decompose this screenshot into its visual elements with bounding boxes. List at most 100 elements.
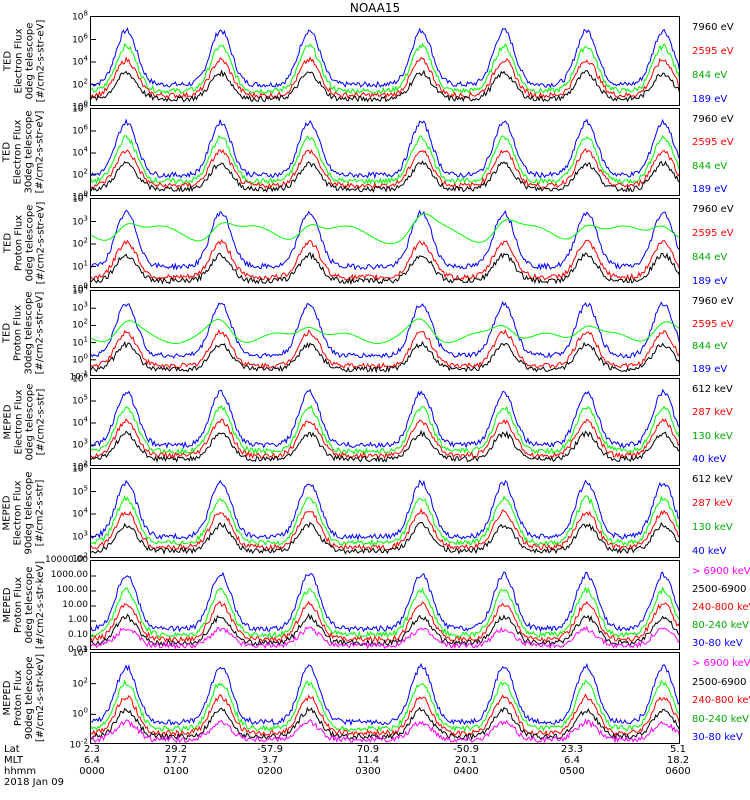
axis-value: 0200 <box>257 766 283 777</box>
legend-entry: 287 keV <box>692 498 733 509</box>
axis-value: 5.1 <box>670 744 686 755</box>
panel-ylabel: TED Electron Flux 0deg telescope [#/cm2-s-s… <box>0 16 48 106</box>
axis-row: hhmm 0000 0100 0200 0300 0400 0500 0600 <box>0 766 750 777</box>
axis-value: 0400 <box>453 766 479 777</box>
axis-value: -57.9 <box>257 744 283 755</box>
tick-label: 105 <box>72 393 88 407</box>
panel-legend: 7960 eV 2595 eV 844 eV 189 eV <box>692 198 750 288</box>
panel-ticks: 10000.00 1000.00 100.00 10.00 1.00 0.10 0.01 <box>45 555 88 655</box>
panel-ylabel: MEPED Electron Flux 90deg telescope [#/cm2-… <box>0 468 48 558</box>
flux-plot <box>91 27 679 103</box>
series-green-line <box>91 679 679 733</box>
ylabel-line: [#/cm2-s-str-eV] <box>35 19 47 103</box>
legend-entry: 40 keV <box>692 454 727 465</box>
flux-panel <box>90 652 680 744</box>
ylabel-line: Electron Flux <box>13 119 24 185</box>
tick-label: 103 <box>72 529 88 542</box>
legend-entry: 7960 eV <box>692 22 734 33</box>
series-red-line <box>91 147 679 190</box>
panel-ticks: 104 103 102 101 100 <box>50 192 88 295</box>
legend-entry: 844 eV <box>692 70 728 81</box>
panel-legend: > 6900 keV 2500-6900 240-800 keV 80-240 keV… <box>692 560 750 650</box>
tick-label: 106 <box>72 123 88 137</box>
axis-value: 2.3 <box>84 744 100 755</box>
axis-value: 18.2 <box>666 755 690 766</box>
ylabel-line: [#/cm2-s-str-eV] <box>35 110 46 194</box>
tick-label: 104 <box>72 645 88 659</box>
flux-panel <box>90 290 680 376</box>
axis-value: 17.7 <box>164 755 188 766</box>
series-red-line <box>91 600 679 644</box>
tick-label: 100 <box>72 189 88 203</box>
series-black-line <box>91 521 679 556</box>
panel-ylabel: MEPED Proton Flux 90deg telescope [#/cm2-s-… <box>0 652 48 744</box>
panel-ticks: 108 106 104 102 100 <box>50 10 88 113</box>
legend-entry: > 6900 keV <box>692 566 750 577</box>
legend-entry: 2595 eV <box>692 318 734 330</box>
tick-label: 100 <box>72 706 88 720</box>
ylabel-line: 30deg telescope <box>24 291 35 375</box>
legend-entry: 189 eV <box>692 364 728 375</box>
legend-entry: 80-240 keV <box>692 713 750 725</box>
panel-legend: 612 keV 287 keV 130 keV 40 keV <box>692 468 750 558</box>
flux-panel <box>90 16 680 106</box>
flux-plot <box>91 388 679 464</box>
ylabel-line: [#/cm2-s-str] <box>35 479 46 547</box>
tick-label: 10-1 <box>69 369 88 383</box>
ylabel-line: Electron Flux <box>13 389 24 455</box>
ylabel-line: 30deg telescope <box>24 110 35 194</box>
legend-entry: 2595 eV <box>692 228 734 239</box>
axis-row: Lat 2.3 29.2 -57.9 70.9 -50.9 23.3 5.1 <box>0 744 750 755</box>
axis-value: 6.4 <box>84 755 100 766</box>
flux-plot <box>91 479 679 556</box>
ylabel-line: [#/cm2-s-str] <box>35 388 46 456</box>
flux-panel <box>90 108 680 196</box>
ylabel-line: 90deg telescope <box>24 471 35 555</box>
legend-entry: 189 eV <box>692 94 728 105</box>
ylabel-line: MEPED <box>2 587 13 623</box>
ylabel-line: TED <box>2 141 13 163</box>
legend-entry: 30-80 keV <box>692 638 743 649</box>
tick-label: 103 <box>72 214 88 227</box>
ylabel-line: MEPED <box>2 495 13 531</box>
ylabel-line: 0deg telescope <box>24 566 35 644</box>
series-black-line <box>91 160 679 193</box>
legend-entry: 2500-6900 <box>692 584 747 595</box>
legend-entry: 287 keV <box>692 407 733 419</box>
legend-entry: 80-240 keV <box>692 620 750 631</box>
series-green-line <box>91 404 679 456</box>
series-blue-line <box>91 662 679 727</box>
tick-label: 10-2 <box>69 737 88 751</box>
series-red-line <box>91 507 679 552</box>
panel-ticks: 104 102 100 10-2 <box>50 646 88 751</box>
axis-value: 0600 <box>665 766 691 777</box>
tick-label: 102 <box>72 236 88 250</box>
ylabel-line: Proton Flux <box>13 214 25 272</box>
ylabel-line: [#/cm2-s-str-keV] <box>35 653 46 743</box>
series-red-line <box>91 693 679 737</box>
series-red-line <box>91 418 679 460</box>
ylabel-line: Proton Flux <box>13 304 24 362</box>
flux-panel <box>90 560 680 650</box>
chart-title: NOAA15 <box>349 1 401 15</box>
ylabel-line: TED <box>2 322 13 344</box>
panel-ticks: 106 105 104 103 102 <box>50 372 88 473</box>
panel-legend: 612 keV 287 keV 130 keV 40 keV <box>692 378 750 466</box>
legend-entry: 844 eV <box>692 341 728 353</box>
legend-entry: 844 eV <box>692 252 728 263</box>
series-blue-line <box>91 300 679 359</box>
axis-value: 0300 <box>355 766 381 777</box>
series-green-line <box>91 213 679 245</box>
flux-plot <box>91 209 679 286</box>
legend-entry: 612 keV <box>692 384 733 395</box>
ylabel-line: 0deg telescope <box>24 204 36 282</box>
axis-row-label: hhmm <box>4 766 37 777</box>
tick-label: 102 <box>72 167 88 181</box>
tick-label: 0.01 <box>67 645 88 655</box>
legend-entry: 2595 eV <box>692 137 734 149</box>
tick-label: 101 <box>72 259 88 272</box>
series-green-line <box>91 495 679 547</box>
legend-entry: > 6900 keV <box>692 658 750 669</box>
panel-ylabel: TED Proton Flux 30deg telescope [#/cm2-s-st… <box>0 290 48 376</box>
ylabel-line: [#/cm2-s-str-keV] <box>35 560 46 650</box>
